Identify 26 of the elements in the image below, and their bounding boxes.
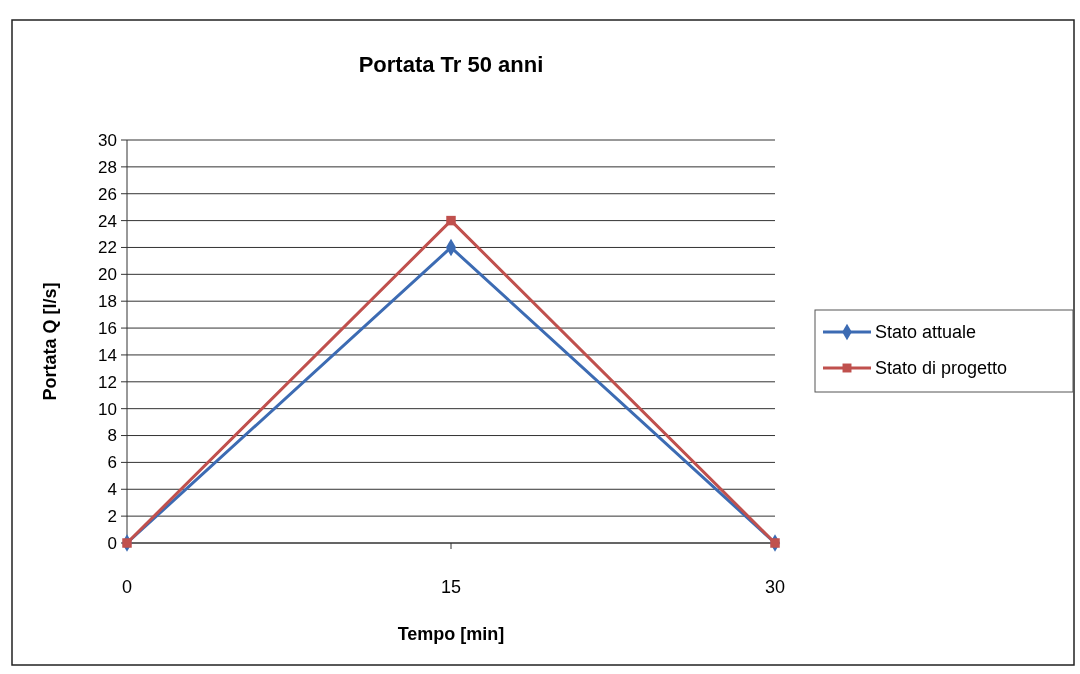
x-tick-label: 30	[764, 577, 786, 597]
x-tick-label: 15	[440, 577, 462, 597]
y-tick-label: 22	[98, 238, 117, 258]
y-tick-label: 28	[98, 157, 117, 177]
x-axis-title: Tempo [min]	[397, 624, 505, 644]
y-tick-label: 24	[98, 211, 117, 231]
y-tick-label: 8	[107, 426, 117, 446]
chart-title: Portata Tr 50 anni	[358, 52, 544, 77]
y-tick-label: 0	[107, 533, 117, 553]
y-tick-label: 4	[107, 480, 117, 500]
y-tick-label: 6	[107, 453, 117, 473]
point	[446, 215, 456, 226]
point	[770, 538, 780, 548]
y-tick-label: 10	[98, 399, 117, 419]
y-tick-label: 2	[107, 507, 117, 527]
y-tick-label: 14	[98, 345, 117, 365]
y-tick-label: 26	[98, 184, 117, 204]
y-tick-label: 20	[98, 265, 117, 285]
legend-label: Stato attuale	[875, 322, 977, 343]
y-tick-label: 12	[98, 372, 117, 392]
x-tick-label: 0	[121, 577, 133, 597]
y-axis-title: Portata Q [l/s]	[40, 282, 60, 401]
legend-label: Stato di progetto	[875, 358, 1008, 379]
y-tick-label: 30	[98, 130, 117, 150]
y-tick-label: 18	[98, 292, 117, 312]
y-tick-label: 16	[98, 319, 117, 339]
